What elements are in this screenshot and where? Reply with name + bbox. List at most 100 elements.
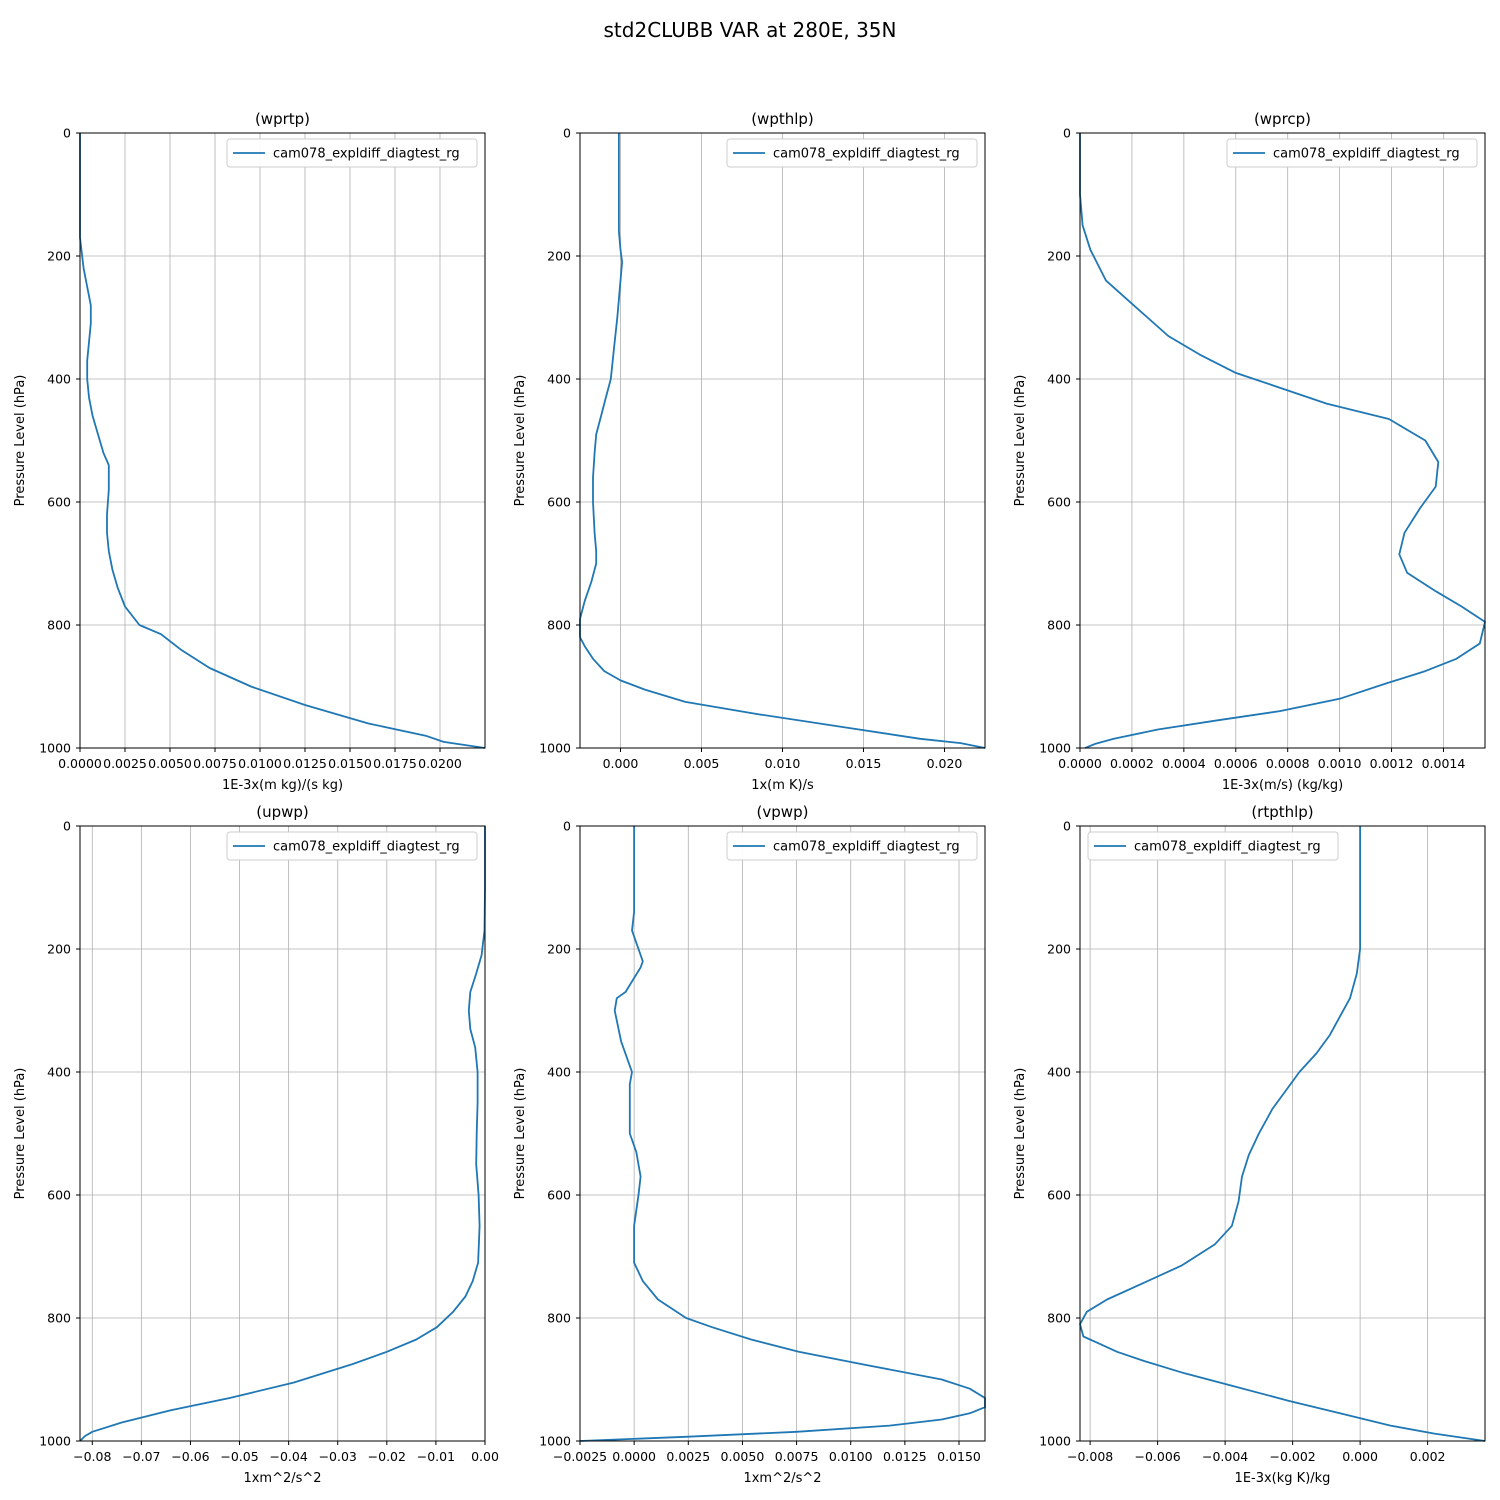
y-axis-label: Pressure Level (hPa) (1013, 1068, 1028, 1200)
y-tick-label: 0 (563, 819, 571, 834)
x-tick-label: −0.06 (171, 1449, 209, 1464)
legend-box (1226, 138, 1478, 168)
x-tick-label: −0.006 (1134, 1449, 1180, 1464)
x-tick-label: 0.0050 (148, 756, 192, 771)
x-tick-label: 0.0000 (612, 1449, 656, 1464)
figure-title: std2CLUBB VAR at 280E, 35N (604, 18, 897, 42)
x-tick-label: 0.0025 (666, 1449, 710, 1464)
series-line (579, 826, 986, 1442)
y-tick-label: 800 (47, 618, 71, 633)
x-tick-label: 0.002 (1410, 1449, 1446, 1464)
x-tick-label: 0.0025 (103, 756, 147, 771)
y-tick-label: 0 (1063, 126, 1071, 141)
legend-box (726, 138, 978, 168)
y-axis-label: Pressure Level (hPa) (513, 375, 528, 507)
plot-frame (1079, 132, 1486, 749)
panel-0: 0.0000 0.0025 0.0050 0.0075 0.0100 0.0125 0.01… (13, 110, 486, 793)
x-tick-label: 0.0150 (328, 756, 372, 771)
legend-label: cam078_expldiff_diagtest_rg (273, 147, 460, 162)
x-tick-label: 0.0004 (1162, 756, 1206, 771)
panel-title: (rtpthlp) (1251, 803, 1313, 821)
y-tick-label: 1000 (39, 1434, 71, 1449)
legend-label: cam078_expldiff_diagtest_rg (773, 840, 960, 855)
legend-box (726, 831, 978, 861)
legend-box (1087, 831, 1339, 861)
x-tick-label: 0.0014 (1422, 756, 1466, 771)
legend-label: cam078_expldiff_diagtest_rg (1134, 840, 1321, 855)
y-tick-label: 1000 (39, 741, 71, 756)
y-tick-label: 600 (547, 495, 571, 510)
panels: 0.0000 0.0025 0.0050 0.0075 0.0100 0.0125 0.01… (13, 110, 1486, 1486)
x-tick-label: −0.01 (417, 1449, 455, 1464)
plot-frame (579, 825, 986, 1442)
x-tick-label: 0.000 (1342, 1449, 1378, 1464)
y-tick-label: 800 (47, 1311, 71, 1326)
y-tick-label: 800 (1047, 1311, 1071, 1326)
x-tick-label: 0.0008 (1266, 756, 1310, 771)
y-axis-label: Pressure Level (hPa) (513, 1068, 528, 1200)
plot-frame (1079, 825, 1486, 1442)
y-tick-label: 600 (547, 1188, 571, 1203)
y-tick-label: 600 (47, 495, 71, 510)
y-tick-label: 0 (1063, 819, 1071, 834)
x-tick-label: 0.020 (927, 756, 963, 771)
y-tick-label: 1000 (1039, 1434, 1071, 1449)
x-tick-label: −0.07 (122, 1449, 160, 1464)
x-tick-label: 0.015 (846, 756, 882, 771)
x-tick-label: −0.02 (368, 1449, 406, 1464)
panel-title: (wprcp) (1254, 110, 1311, 128)
y-tick-label: 600 (1047, 1188, 1071, 1203)
x-axis-label: 1E-3x(kg K)/kg (1235, 1471, 1331, 1486)
y-tick-label: 0 (63, 819, 71, 834)
plot-frame (79, 825, 486, 1442)
legend-label: cam078_expldiff_diagtest_rg (1273, 147, 1460, 162)
x-tick-label: −0.04 (269, 1449, 307, 1464)
y-tick-label: 1000 (539, 1434, 571, 1449)
y-tick-label: 200 (547, 249, 571, 264)
y-tick-label: 800 (547, 1311, 571, 1326)
series-line (1079, 133, 1486, 749)
y-tick-label: 200 (47, 249, 71, 264)
legend-label: cam078_expldiff_diagtest_rg (273, 840, 460, 855)
x-axis-label: 1E-3x(m kg)/(s kg) (222, 778, 343, 793)
x-tick-label: −0.05 (220, 1449, 258, 1464)
y-tick-label: 400 (547, 372, 571, 387)
x-tick-label: 0.0100 (829, 1449, 873, 1464)
series-line (579, 133, 986, 749)
y-tick-label: 600 (47, 1188, 71, 1203)
series-line (79, 826, 486, 1442)
y-axis-label: Pressure Level (hPa) (13, 375, 28, 507)
series-line (1079, 826, 1486, 1442)
x-tick-label: 0.0075 (775, 1449, 819, 1464)
y-axis-label: Pressure Level (hPa) (13, 1068, 28, 1200)
x-tick-label: 0.0050 (721, 1449, 765, 1464)
x-tick-label: −0.002 (1269, 1449, 1315, 1464)
x-tick-label: −0.0025 (553, 1449, 607, 1464)
y-tick-label: 0 (63, 126, 71, 141)
y-tick-label: 800 (547, 618, 571, 633)
y-tick-label: 400 (547, 1065, 571, 1080)
x-tick-label: 0.0000 (58, 756, 102, 771)
x-tick-label: 0.000 (603, 756, 639, 771)
series-line (79, 133, 486, 749)
x-axis-label: 1x(m K)/s (751, 778, 814, 793)
panel-title: (wprtp) (255, 110, 310, 128)
x-tick-label: 0.0125 (283, 756, 327, 771)
y-tick-label: 400 (1047, 372, 1071, 387)
y-tick-label: 200 (1047, 942, 1071, 957)
x-tick-label: 0.00 (471, 1449, 499, 1464)
y-tick-label: 400 (47, 1065, 71, 1080)
panel-title: (upwp) (256, 803, 309, 821)
x-tick-label: 0.0006 (1214, 756, 1258, 771)
x-tick-label: 0.010 (765, 756, 801, 771)
x-tick-label: −0.03 (319, 1449, 357, 1464)
x-tick-label: −0.008 (1067, 1449, 1113, 1464)
x-tick-label: 0.0000 (1058, 756, 1102, 771)
panel-title: (vpwp) (757, 803, 809, 821)
panel-3: −0.08 −0.07 −0.06 −0.05 −0.04 −0.03 −0.02 −0.01… (13, 803, 499, 1486)
y-tick-label: 1000 (1039, 741, 1071, 756)
y-tick-label: 0 (563, 126, 571, 141)
x-tick-label: 0.0012 (1370, 756, 1414, 771)
x-tick-label: −0.004 (1202, 1449, 1248, 1464)
